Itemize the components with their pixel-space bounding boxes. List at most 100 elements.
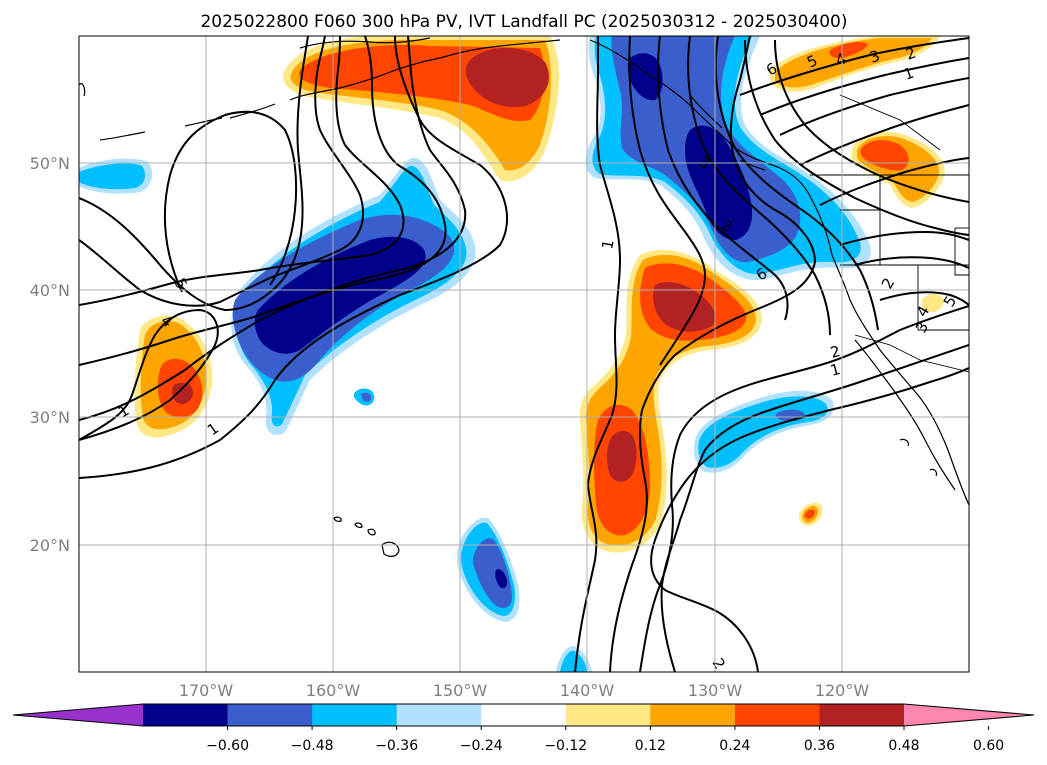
coastline	[79, 83, 86, 97]
lat-label: 30°N	[30, 408, 70, 427]
pv-negative-region	[472, 538, 513, 608]
colorbar-tick-label: 0.60	[973, 738, 1004, 754]
ivt-contour	[79, 36, 467, 421]
map-title: 2025022800 F060 300 hPa PV, IVT Landfall…	[200, 12, 847, 32]
political-borders	[810, 94, 969, 373]
colorbar-swatch	[565, 704, 651, 726]
pv-positive-region	[921, 294, 944, 313]
colorbar-tick-label: 0.24	[719, 738, 750, 754]
coastline	[184, 117, 223, 127]
ivt-contour	[799, 104, 969, 166]
pv-negative-region	[560, 650, 587, 672]
ivt-contour	[574, 36, 622, 672]
pv-positive-region	[653, 282, 716, 332]
lon-label: 160°W	[306, 681, 361, 700]
colorbar-outline	[12, 703, 1035, 727]
ivt-contour	[714, 36, 879, 331]
coastline	[689, 94, 723, 129]
contour-label: 2	[828, 342, 842, 362]
colorbar-tick-label: −0.60	[206, 738, 249, 754]
lon-label: 130°W	[688, 681, 743, 700]
hawaii-island	[354, 522, 363, 528]
ivt-contour	[639, 305, 969, 672]
pv-positive-region	[804, 509, 815, 519]
ivt-contour	[609, 36, 817, 672]
ivt-contours	[79, 36, 969, 672]
colorbar: −0.60 −0.48 −0.36 −0.24 −0.12 0.12 0.24 0.36 0.4…	[12, 703, 1035, 754]
ivt-contour	[163, 110, 298, 293]
pv-positive-region	[607, 430, 637, 482]
lon-label: 120°W	[815, 681, 870, 700]
pv-negative-region	[627, 53, 663, 101]
contour-label: 1	[598, 238, 617, 251]
ivt-contour	[650, 367, 969, 672]
ivt-contour	[739, 37, 969, 96]
colorbar-tick-label: −0.24	[460, 738, 503, 754]
coastline	[229, 103, 276, 119]
lat-label: 40°N	[30, 281, 70, 300]
lon-label: 150°W	[433, 681, 488, 700]
contour-label: 1	[828, 360, 842, 380]
ivt-contour	[79, 36, 447, 366]
pv-negative-region	[254, 236, 426, 354]
gridlines	[79, 36, 969, 672]
lat-labels: 50°N 40°N 30°N 20°N	[30, 154, 70, 555]
coastline	[739, 159, 766, 171]
lon-label: 140°W	[560, 681, 615, 700]
coastline	[589, 39, 969, 506]
lat-label: 50°N	[30, 154, 70, 173]
pv-negative-region	[685, 125, 753, 240]
ivt-contour	[759, 57, 969, 116]
ivt-contour	[79, 36, 365, 307]
ivt-contour	[839, 230, 969, 246]
pv-positive-region	[172, 382, 194, 405]
colorbar-tick-label: 0.48	[888, 738, 919, 754]
colorbar-swatch	[227, 704, 313, 726]
colorbar-extend-high	[904, 704, 1034, 726]
lon-label: 170°W	[179, 681, 234, 700]
ivt-contour	[854, 256, 969, 269]
coastline	[99, 131, 146, 141]
ivt-contour	[779, 77, 969, 136]
lon-labels: 170°W 160°W 150°W 140°W 130°W 120°W	[179, 681, 870, 700]
colorbar-tick-label: −0.12	[544, 738, 587, 754]
ivt-contour	[79, 36, 509, 479]
ivt-contour	[628, 36, 707, 366]
colorbar-swatch	[396, 704, 482, 726]
pv-positive-region	[829, 42, 868, 58]
state-border	[954, 228, 969, 276]
coastline	[929, 468, 938, 477]
pv-negative-region	[361, 392, 371, 402]
colorbar-swatch	[819, 704, 905, 726]
ivt-contour	[819, 157, 969, 206]
colorbar-tick-label: −0.36	[375, 738, 418, 754]
hawaii-island	[367, 528, 376, 536]
ivt-contour	[657, 36, 789, 321]
ivt-contour	[79, 36, 309, 312]
hawaii-island	[333, 516, 342, 522]
ivt-contour	[79, 36, 405, 306]
coastline	[299, 37, 431, 49]
colorbar-extend-low	[13, 704, 143, 726]
ivt-contour	[660, 344, 969, 672]
ivt-contour	[879, 291, 969, 306]
hawaii-island	[381, 541, 400, 557]
lat-label: 20°N	[30, 536, 70, 555]
colorbar-swatch	[734, 704, 820, 726]
colorbar-swatch	[481, 704, 567, 726]
pv-positive-region	[465, 47, 549, 108]
pv-negative-region	[495, 569, 508, 589]
colorbar-tick-label: 0.36	[804, 738, 835, 754]
coastline	[854, 339, 956, 491]
colorbar-swatch	[143, 704, 229, 726]
colorbar-tick-label: −0.48	[291, 738, 334, 754]
colorbar-swatch	[650, 704, 736, 726]
ivt-contour	[79, 308, 219, 441]
coastline	[899, 438, 910, 447]
coastlines	[79, 37, 969, 557]
colorbar-tick-label: 0.12	[635, 738, 666, 754]
colorbar-swatch	[312, 704, 398, 726]
ivt-contour	[774, 39, 969, 203]
map-frame	[78, 35, 970, 673]
